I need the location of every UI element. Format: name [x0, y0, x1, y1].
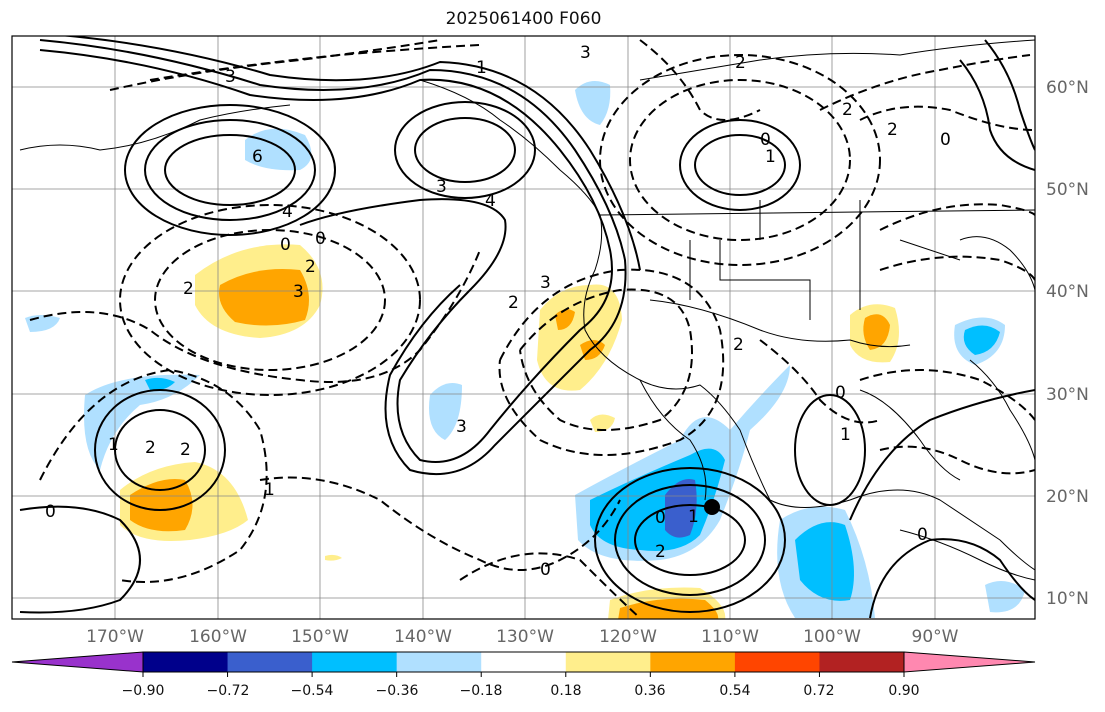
contour-label: 2: [887, 120, 898, 140]
contour-label: 2: [733, 335, 744, 355]
lon-label: 160°W: [189, 627, 247, 647]
lon-label: 120°W: [599, 627, 657, 647]
contour-label: 2: [183, 279, 194, 299]
contour-label: 2: [305, 257, 316, 277]
contour-label: 0: [760, 130, 771, 150]
colorbar-tick-label: 0.90: [888, 683, 920, 699]
contour-label: 0: [940, 130, 951, 150]
contour-label: 1: [264, 480, 275, 500]
point-marker: [704, 499, 720, 515]
contour-label: 2: [508, 293, 519, 313]
lat-label: 60°N: [1046, 78, 1089, 98]
contour-label: 0: [540, 560, 551, 580]
contour-label: 1: [108, 435, 119, 455]
colorbar-segment: [396, 652, 482, 672]
colorbar-tick-label: 0.18: [550, 683, 582, 699]
lat-label: 50°N: [1046, 180, 1089, 200]
contour-label: 0: [280, 235, 291, 255]
colorbar-tick-label: −0.90: [121, 683, 165, 699]
colorbar: [11, 651, 1036, 677]
contour-label: 3: [456, 417, 467, 437]
colorbar-segment: [734, 652, 820, 672]
solid-contours: [19, 36, 1035, 619]
contour-label: 2: [145, 438, 156, 458]
colorbar-tick-label: −0.54: [290, 683, 334, 699]
contour-label: 1: [476, 58, 487, 78]
lat-label: 30°N: [1046, 385, 1089, 405]
contour-label: 3: [436, 177, 447, 197]
colorbar-tick-label: 0.54: [719, 683, 751, 699]
lon-label: 140°W: [394, 627, 452, 647]
colorbar-segment: [650, 652, 736, 672]
contour-label: 4: [282, 202, 293, 222]
contour-label: 3: [293, 282, 304, 302]
map-title: 2025061400 F060: [445, 9, 602, 29]
contour-label: 2: [655, 542, 666, 562]
lat-label: 10°N: [1046, 589, 1089, 609]
colorbar-segment: [481, 652, 567, 672]
contour-label: 2: [842, 100, 853, 120]
contour-label: 1: [765, 147, 776, 167]
contour-label: 3: [540, 273, 551, 293]
colorbar-tick-label: −0.18: [459, 683, 503, 699]
contour-label: 0: [315, 229, 326, 249]
contour-label: 4: [485, 191, 496, 211]
contour-label: 0: [45, 502, 56, 522]
colorbar-arrow-high: [904, 652, 1035, 672]
contour-label: 3: [580, 43, 591, 63]
lat-label: 40°N: [1046, 282, 1089, 302]
lat-label: 20°N: [1046, 487, 1089, 507]
contour-label: 2: [180, 440, 191, 460]
map-frame: [11, 35, 1036, 620]
colorbar-tick-label: −0.36: [375, 683, 419, 699]
colorbar-tick-label: −0.72: [206, 683, 250, 699]
contour-label: 1: [688, 507, 699, 527]
coastlines: [19, 39, 1035, 581]
colorbar-arrow-low: [12, 652, 143, 672]
lon-label: 130°W: [496, 627, 554, 647]
contour-label: 1: [840, 425, 851, 445]
contour-label: 0: [655, 508, 666, 528]
colorbar-tick-label: 0.72: [803, 683, 835, 699]
lon-label: 150°W: [291, 627, 349, 647]
lon-label: 170°W: [86, 627, 144, 647]
colorbar-segment: [143, 652, 229, 672]
contour-label: 0: [917, 525, 928, 545]
colorbar-segment: [227, 652, 313, 672]
lon-label: 90°W: [911, 627, 959, 647]
colorbar-tick-label: 0.36: [634, 683, 666, 699]
contour-label: 6: [252, 147, 263, 167]
lon-label: 110°W: [701, 627, 759, 647]
contour-label: 2: [735, 53, 746, 73]
contour-labels: 6 4 3 4 2 0 1 0 1 2 0 1 2 0 1 0 2 3 2 3 …: [45, 43, 951, 580]
contour-label: 3: [225, 67, 236, 87]
colorbar-segment: [565, 652, 651, 672]
lon-label: 100°W: [803, 627, 861, 647]
contour-label: 0: [835, 383, 846, 403]
colorbar-segment: [312, 652, 398, 672]
dashed-contours: [29, 39, 1035, 619]
colorbar-segment: [819, 652, 905, 672]
